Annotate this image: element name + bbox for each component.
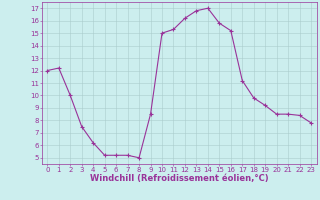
X-axis label: Windchill (Refroidissement éolien,°C): Windchill (Refroidissement éolien,°C) xyxy=(90,174,268,183)
